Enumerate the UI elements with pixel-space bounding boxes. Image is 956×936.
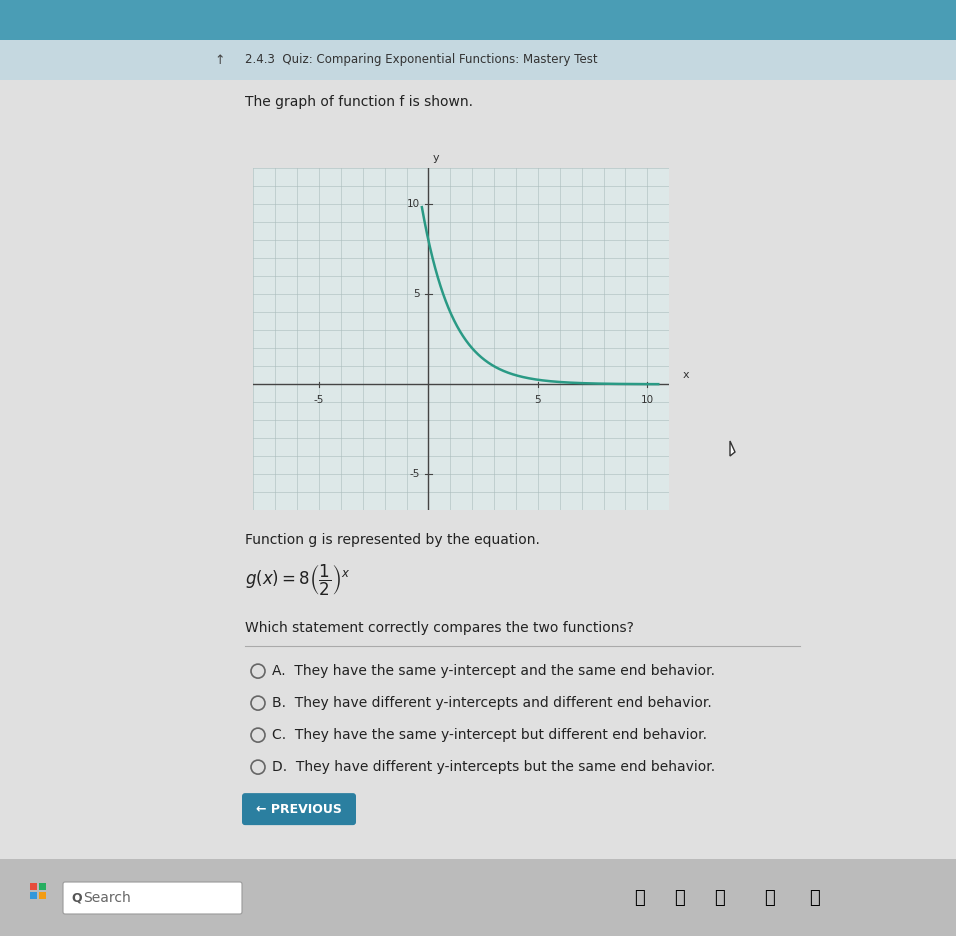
Text: 2.4.3  Quiz: Comparing Exponential Functions: Mastery Test: 2.4.3 Quiz: Comparing Exponential Functi…: [245, 53, 598, 66]
Text: 🖼: 🖼: [675, 889, 685, 907]
Text: x: x: [683, 370, 689, 380]
Bar: [39, 883, 46, 890]
Bar: [0, 0, 956, 40]
Text: Which statement correctly compares the two functions?: Which statement correctly compares the t…: [245, 622, 634, 636]
Text: y: y: [433, 154, 440, 163]
Text: ↑: ↑: [215, 53, 226, 66]
Bar: [0, 40, 956, 80]
Text: The graph of function f is shown.: The graph of function f is shown.: [245, 95, 473, 109]
Text: -5: -5: [314, 395, 324, 405]
Text: $g(x) = 8\left(\dfrac{1}{2}\right)^x$: $g(x) = 8\left(\dfrac{1}{2}\right)^x$: [245, 563, 351, 598]
Bar: [0, 859, 956, 936]
Text: 🗓: 🗓: [765, 889, 775, 907]
Text: 📁: 📁: [715, 889, 726, 907]
Text: B.  They have different y-intercepts and different end behavior.: B. They have different y-intercepts and …: [272, 696, 712, 710]
Text: Search: Search: [83, 891, 131, 905]
Polygon shape: [730, 441, 735, 456]
Text: Function g is represented by the equation.: Function g is represented by the equatio…: [245, 534, 540, 548]
Text: 🌐: 🌐: [810, 889, 820, 907]
Text: ← PREVIOUS: ← PREVIOUS: [256, 802, 342, 815]
Text: 10: 10: [641, 395, 654, 405]
Text: 🎵: 🎵: [635, 889, 645, 907]
Text: Q: Q: [71, 891, 81, 904]
Bar: [30, 883, 37, 890]
Bar: [0, 80, 956, 859]
Text: A.  They have the same y-intercept and the same end behavior.: A. They have the same y-intercept and th…: [272, 665, 715, 678]
FancyBboxPatch shape: [242, 793, 356, 826]
FancyBboxPatch shape: [63, 882, 242, 914]
Text: 5: 5: [413, 289, 420, 300]
Bar: [39, 892, 46, 899]
Text: C.  They have the same y-intercept but different end behavior.: C. They have the same y-intercept but di…: [272, 728, 707, 742]
Text: 5: 5: [534, 395, 541, 405]
Text: -5: -5: [409, 469, 420, 479]
Text: 10: 10: [406, 199, 420, 210]
Bar: [30, 892, 37, 899]
Text: D.  They have different y-intercepts but the same end behavior.: D. They have different y-intercepts but …: [272, 760, 715, 774]
